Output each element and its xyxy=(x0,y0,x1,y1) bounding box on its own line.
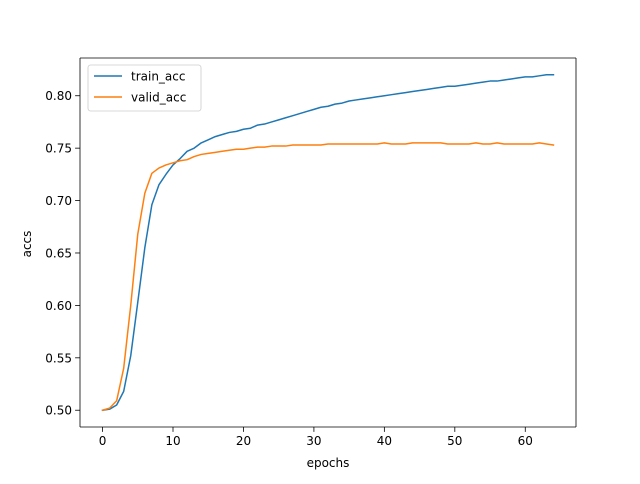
y-tick-label: 0.60 xyxy=(45,299,72,313)
ticks: 0 10 20 30 40 50 60 0.50 0.55 0.60 0.65 0.70 0.75 0.8… xyxy=(45,89,533,448)
y-tick-label: 0.65 xyxy=(45,246,72,260)
x-tick-label: 50 xyxy=(447,434,462,448)
x-tick-label: 0 xyxy=(99,434,107,448)
y-axis-label: accs xyxy=(20,231,34,258)
x-tick-label: 60 xyxy=(518,434,533,448)
legend-label-train-acc: train_acc xyxy=(131,70,185,84)
x-tick-label: 30 xyxy=(306,434,321,448)
x-tick-label: 20 xyxy=(236,434,251,448)
y-tick-label: 0.50 xyxy=(45,404,72,418)
y-tick-label: 0.75 xyxy=(45,142,72,156)
y-tick-label: 0.70 xyxy=(45,194,72,208)
legend-label-valid-acc: valid_acc xyxy=(131,91,186,105)
x-axis-label: epochs xyxy=(307,456,350,470)
axes xyxy=(79,57,577,428)
x-tick-label: 40 xyxy=(377,434,392,448)
plot-lines xyxy=(101,74,555,412)
legend: train_acc valid_acc xyxy=(87,64,202,112)
y-tick-label: 0.80 xyxy=(45,89,72,103)
series-line-valid-acc xyxy=(101,142,555,412)
x-tick-label: 10 xyxy=(165,434,180,448)
y-tick-label: 0.55 xyxy=(45,351,72,365)
